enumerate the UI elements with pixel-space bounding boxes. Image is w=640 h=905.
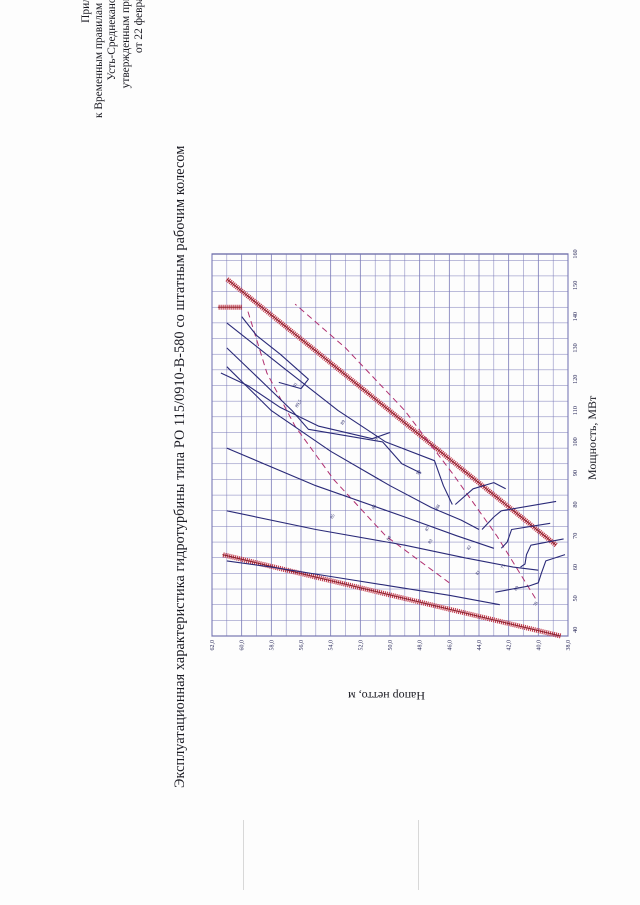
contour-label: 88	[434, 503, 441, 510]
y-tick-label: 46,0	[447, 640, 453, 651]
x-tick-label: 160	[572, 249, 579, 258]
x-tick-label: 40	[572, 627, 579, 633]
y-tick-label: 56,0	[299, 640, 305, 651]
x-tick-label: 100	[572, 437, 579, 446]
y-tick-label: 62,0	[210, 640, 216, 651]
efficiency-contour	[226, 560, 500, 606]
contour-label: 90	[415, 469, 422, 476]
efficiency-contour	[481, 500, 557, 530]
contour-label: 85	[329, 512, 336, 519]
y-tick-label: 52,0	[358, 640, 364, 651]
y-tick-label: 54,0	[329, 640, 335, 651]
y-tick-label: 58,0	[269, 640, 275, 651]
scan-artifact	[418, 820, 419, 890]
contour-label: 86	[371, 503, 378, 510]
contour-label: 82	[465, 544, 472, 551]
efficiency-contour	[226, 347, 422, 474]
efficiency-contour	[500, 522, 551, 549]
x-tick-label: 110	[572, 406, 579, 415]
y-tick-label: 40,0	[536, 640, 542, 651]
grid	[211, 253, 569, 637]
efficiency-contour	[220, 372, 391, 440]
efficiency-contour	[226, 322, 453, 505]
x-tick-label: 140	[572, 312, 579, 321]
efficiency-contour	[226, 366, 480, 530]
series	[217, 277, 566, 639]
contour-label: 87	[424, 525, 431, 532]
efficiency-contour	[226, 447, 494, 549]
efficiency-contour	[495, 554, 566, 593]
limit-line-core	[226, 278, 557, 546]
y-tick-label: 38,0	[566, 640, 572, 651]
y-tick-label: 48,0	[418, 640, 424, 651]
contour-label: 91	[374, 434, 381, 441]
scan-artifact	[243, 820, 244, 890]
x-tick-label: 60	[572, 564, 579, 570]
efficiency-contour	[241, 316, 309, 390]
x-tick-label: 50	[572, 595, 579, 601]
contour-label: 89	[339, 418, 346, 425]
x-tick-label: 90	[572, 470, 579, 476]
contour-label: 81	[474, 569, 481, 576]
x-tick-label: 120	[572, 375, 579, 384]
x-tick-label: 150	[572, 281, 579, 290]
contour-label: 91	[292, 381, 299, 388]
efficiency-contour	[226, 510, 539, 571]
efficiency-contour	[454, 482, 506, 505]
y-tick-label: 44,0	[477, 640, 483, 651]
x-tick-label: 70	[572, 533, 579, 539]
contour-label: 78	[532, 600, 539, 607]
efficiency-contour	[520, 538, 564, 568]
y-tick-label: 42,0	[507, 640, 513, 651]
x-tick-label: 130	[572, 343, 579, 352]
x-tick-label: 80	[572, 501, 579, 507]
contour-label: 75	[500, 563, 507, 570]
y-tick-label: 60,0	[240, 640, 246, 651]
y-tick-label: 50,0	[388, 640, 394, 651]
contour-label: 83	[427, 537, 434, 544]
contour-label: 84	[385, 534, 392, 541]
contour-labels: 91 91 90 89,5 89 88 87 86 85 84 83 82 81 80 78 75	[292, 381, 539, 607]
contour-label: 80	[513, 584, 520, 591]
contour-label: 89,5	[294, 398, 304, 409]
tick-labels: 40 50 60 70 80 90 100 110 120 130 140 150 160 38,0 40,…	[210, 249, 579, 650]
